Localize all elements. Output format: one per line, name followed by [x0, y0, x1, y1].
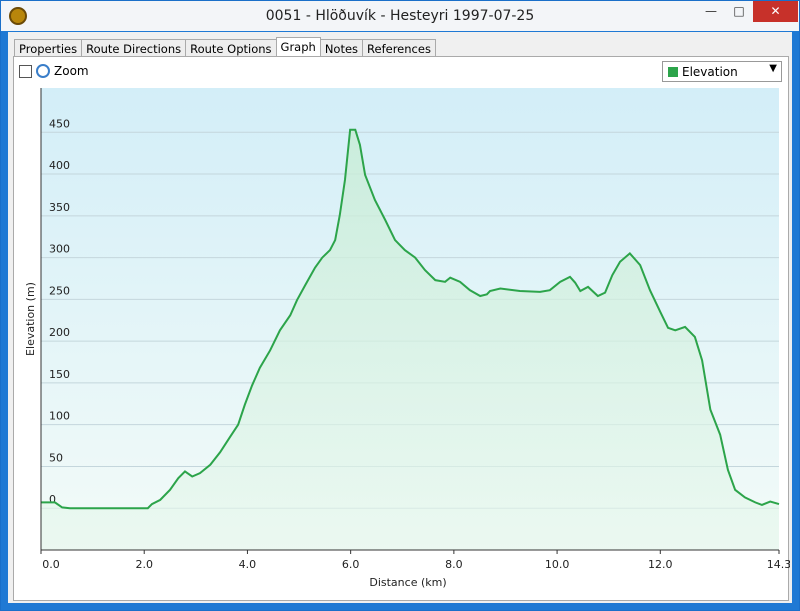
y-tick-label: 450 — [49, 117, 70, 130]
x-tick-label: 4.0 — [239, 558, 257, 571]
series-swatch — [668, 66, 678, 77]
zoom-label: Zoom — [54, 64, 89, 78]
x-tick-label: 2.0 — [135, 558, 153, 571]
close-button[interactable]: ✕ — [753, 1, 798, 22]
zoom-checkbox[interactable] — [19, 64, 32, 78]
tab[interactable]: References — [362, 39, 436, 58]
app-icon — [9, 7, 27, 25]
y-tick-label: 350 — [49, 201, 70, 214]
x-tick-label: 12.0 — [648, 558, 673, 571]
tab[interactable]: Route Directions — [81, 39, 187, 58]
tab[interactable]: Notes — [319, 39, 364, 58]
y-axis-title: Elevation (m) — [24, 282, 37, 356]
y-tick-label: 400 — [49, 159, 70, 172]
tab[interactable]: Route Options — [185, 39, 277, 58]
y-tick-label: 0 — [49, 493, 56, 506]
y-tick-label: 250 — [49, 284, 70, 297]
minimize-button[interactable]: — — [705, 4, 717, 18]
x-tick-label: 10.0 — [545, 558, 570, 571]
dropdown-arrow: ▼ — [769, 63, 777, 74]
tab[interactable]: Properties — [14, 39, 83, 58]
maximize-button[interactable]: □ — [733, 4, 745, 18]
y-tick-label: 50 — [49, 451, 63, 464]
zoom-icon — [36, 64, 50, 78]
y-tick-label: 200 — [49, 326, 70, 339]
x-tick-label: 14.3 — [767, 558, 790, 571]
title-bar: 0051 - Hlöðuvík - Hesteyri 1997-07-25 — … — [1, 1, 799, 31]
window-title: 0051 - Hlöðuvík - Hesteyri 1997-07-25 — [265, 8, 535, 24]
tab-strip: Properties Route Directions Route Options G… — [14, 37, 436, 58]
y-tick-label: 300 — [49, 243, 70, 256]
zoom-control[interactable]: Zoom — [19, 64, 89, 78]
y-tick-label: 100 — [49, 410, 70, 423]
chart: 0 50 100 150 200 250 300 350 400 450 0.0 2.0 4.0 6.0 8… — [24, 88, 790, 589]
tab[interactable]: Graph — [275, 37, 321, 58]
series-name: Elevation — [682, 64, 738, 79]
x-tick-label: 6.0 — [342, 558, 360, 571]
elevation-line — [41, 128, 780, 510]
x-axis-title: Distance (km) — [369, 576, 446, 589]
x-tick-label: 8.0 — [445, 558, 463, 571]
series-dropdown[interactable]: Elevation ▼ — [662, 61, 782, 82]
y-tick-label: 150 — [49, 368, 70, 381]
x-tick-label: 0.0 — [42, 558, 60, 571]
